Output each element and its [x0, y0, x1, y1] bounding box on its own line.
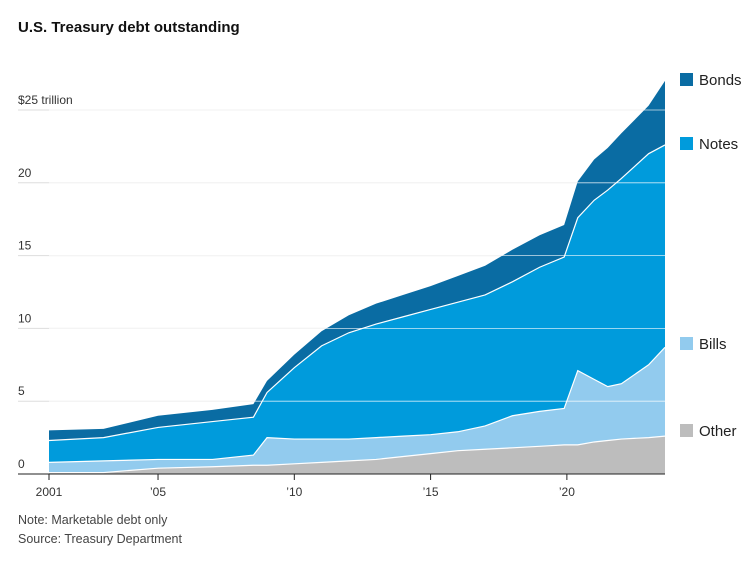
legend-swatch — [680, 137, 693, 150]
legend-label: Bills — [699, 336, 727, 353]
x-tick-label: 2001 — [36, 485, 63, 499]
separator — [48, 144, 666, 442]
source: Source: Treasury Department — [18, 532, 182, 546]
separator — [48, 346, 666, 463]
legend-swatch — [680, 424, 693, 437]
y-tick-label: 20 — [18, 166, 32, 180]
legend-swatch — [680, 73, 693, 86]
chart-title: U.S. Treasury debt outstanding — [18, 19, 240, 36]
area — [49, 347, 665, 473]
legend-swatch — [680, 337, 693, 350]
area — [49, 436, 665, 474]
legend-label: Other — [699, 423, 737, 440]
x-tick-label: ’05 — [150, 485, 166, 499]
x-tick-label: ’20 — [559, 485, 575, 499]
x-tick-label: ’10 — [286, 485, 302, 499]
y-tick-label: 10 — [18, 311, 32, 325]
area — [49, 144, 665, 463]
y-tick-label: 0 — [18, 457, 25, 471]
note: Note: Marketable debt only — [18, 513, 168, 527]
y-tick-label: 5 — [18, 384, 25, 398]
legend-label: Bonds — [699, 72, 742, 89]
y-tick-label: 15 — [18, 239, 32, 253]
separator — [49, 435, 666, 474]
x-tick-label: ’15 — [423, 485, 439, 499]
area — [49, 80, 665, 441]
y-tick-label: $25 trillion — [18, 93, 73, 107]
legend-label: Notes — [699, 136, 738, 153]
